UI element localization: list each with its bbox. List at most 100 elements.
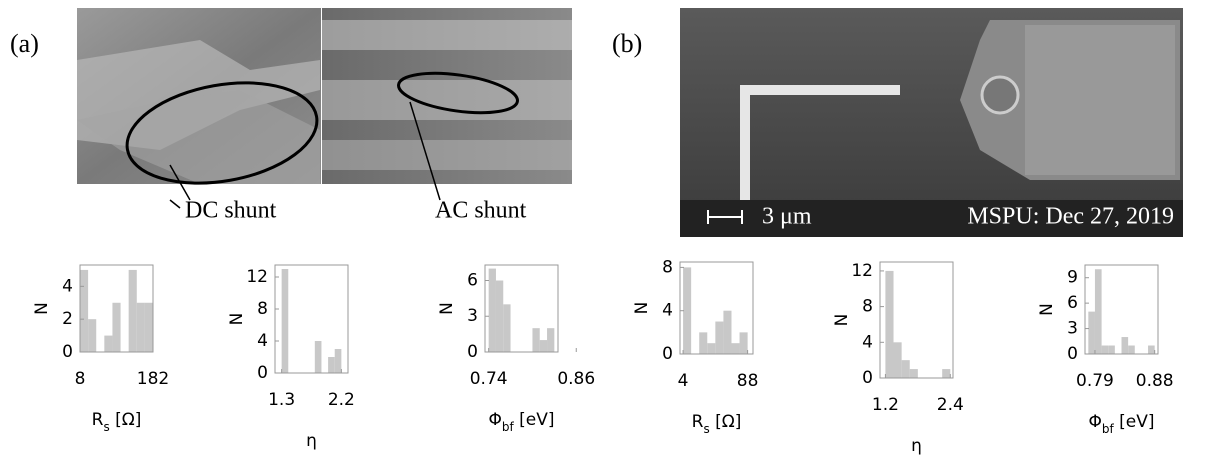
- x-axis-label-part: [Ω]: [710, 412, 742, 432]
- bar: [1088, 312, 1095, 354]
- bar: [129, 270, 137, 352]
- x-axis-label-part: [eV]: [1114, 412, 1155, 432]
- callout-line: [170, 200, 180, 208]
- x-axis-label: Rs [Ω]: [692, 412, 742, 436]
- y-axis-label: N: [437, 302, 457, 315]
- x-axis-label-part: bf: [1102, 422, 1115, 436]
- bar: [699, 332, 707, 354]
- y-axis-label: N: [832, 314, 852, 327]
- x-axis-label: Rs [Ω]: [92, 410, 142, 434]
- timestamp: MSPU: Dec 27, 2019: [967, 204, 1174, 230]
- bar: [80, 270, 88, 352]
- x-axis-label-part: bf: [502, 420, 515, 434]
- panel-label: (b): [612, 29, 642, 58]
- bar: [547, 328, 554, 352]
- y-axis-label: N: [632, 302, 652, 315]
- x-tick-label: 1.3: [268, 390, 295, 410]
- figure: (a) (b) DC shunt AC shunt 3 μm MSPU: Dec…: [0, 0, 1206, 461]
- y-tick-label: 0: [862, 368, 873, 388]
- x-tick-label: 0.86: [557, 369, 595, 389]
- bar: [137, 303, 145, 352]
- bar: [683, 267, 691, 354]
- bar: [910, 369, 918, 378]
- y-tick-label: 3: [1067, 319, 1078, 339]
- annotation: AC shunt: [435, 198, 527, 224]
- y-tick-label: 12: [246, 267, 268, 287]
- y-tick-label: 3: [467, 306, 478, 326]
- bar: [942, 369, 950, 378]
- x-tick-label: 182: [137, 369, 169, 389]
- x-tick-label: 2.2: [328, 390, 355, 410]
- y-tick-label: 0: [467, 342, 478, 362]
- bar: [1128, 346, 1135, 354]
- x-axis-label-part: Φ: [489, 410, 502, 430]
- x-axis-label-part: Φ: [1089, 412, 1102, 432]
- x-axis-label: Φbf [eV]: [489, 410, 555, 434]
- x-tick-label: 88: [737, 371, 759, 391]
- x-tick-label: 4: [678, 371, 689, 391]
- y-tick-label: 4: [257, 331, 268, 351]
- bar: [496, 280, 503, 352]
- bar: [902, 360, 910, 378]
- sem-image-dc: [77, 8, 325, 197]
- x-tick-label: 0.74: [470, 369, 508, 389]
- bar: [731, 343, 739, 354]
- x-axis-label-part: [Ω]: [110, 410, 142, 430]
- bar: [104, 336, 112, 352]
- bar: [707, 343, 715, 354]
- y-axis-label: N: [1037, 303, 1057, 316]
- y-tick-label: 0: [62, 342, 73, 362]
- bar: [335, 349, 342, 373]
- y-tick-label: 0: [1067, 344, 1078, 364]
- x-axis-label: η: [306, 431, 317, 451]
- bar: [315, 341, 322, 373]
- bar: [145, 303, 153, 352]
- y-tick-label: 8: [862, 297, 873, 317]
- x-axis-label-part: R: [92, 410, 104, 430]
- bar: [328, 357, 335, 373]
- y-axis-label: N: [227, 313, 247, 326]
- x-axis-label: η: [911, 436, 922, 456]
- x-axis-label-part: [eV]: [514, 410, 555, 430]
- x-tick-label: 8: [75, 369, 86, 389]
- x-axis-label-part: η: [306, 431, 317, 451]
- bar: [1102, 346, 1109, 354]
- x-tick-label: 0.88: [1136, 371, 1174, 391]
- x-tick-label: 2.4: [937, 395, 964, 415]
- bar: [1108, 346, 1115, 354]
- y-tick-label: 6: [467, 270, 478, 290]
- y-tick-label: 4: [662, 301, 673, 321]
- bar: [532, 328, 539, 352]
- panel-label: (a): [10, 29, 39, 58]
- x-tick-label: 1.2: [872, 395, 899, 415]
- annotation: DC shunt: [185, 198, 277, 224]
- x-tick-label: 0.79: [1076, 371, 1114, 391]
- y-tick-label: 12: [851, 261, 873, 281]
- y-tick-label: 8: [257, 299, 268, 319]
- bar: [723, 311, 731, 354]
- y-tick-label: 6: [1067, 293, 1078, 313]
- y-tick-label: 9: [1067, 268, 1078, 288]
- bar: [885, 271, 893, 378]
- y-tick-label: 4: [862, 332, 873, 352]
- bar: [715, 322, 723, 354]
- bar: [1122, 337, 1129, 354]
- bar: [540, 340, 547, 352]
- y-axis-label: N: [32, 302, 52, 315]
- y-tick-label: 2: [62, 309, 73, 329]
- bar: [894, 342, 902, 378]
- bar: [88, 319, 96, 352]
- y-tick-label: 4: [62, 276, 73, 296]
- y-tick-label: 8: [662, 257, 673, 277]
- y-tick-label: 0: [257, 363, 268, 383]
- x-axis-label-part: η: [911, 436, 922, 456]
- scale-bar-label: 3 μm: [762, 204, 812, 230]
- bar: [282, 269, 289, 373]
- bar: [489, 269, 496, 352]
- bar: [112, 303, 120, 352]
- bar: [1095, 269, 1102, 354]
- bar: [503, 304, 510, 352]
- bar: [1148, 346, 1155, 354]
- x-axis-label: Φbf [eV]: [1089, 412, 1155, 436]
- y-tick-label: 0: [662, 344, 673, 364]
